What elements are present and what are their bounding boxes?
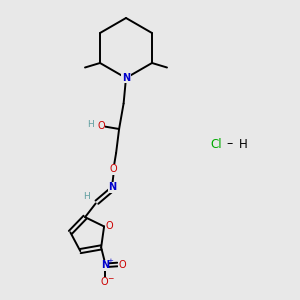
Text: O: O xyxy=(110,164,118,174)
Text: O: O xyxy=(119,260,127,269)
Text: O: O xyxy=(106,221,113,231)
Text: N: N xyxy=(108,182,116,192)
Text: O: O xyxy=(97,121,105,131)
Text: –: – xyxy=(226,137,232,151)
Text: H: H xyxy=(83,192,89,201)
Text: N: N xyxy=(122,73,130,83)
Text: H: H xyxy=(238,137,247,151)
Text: O: O xyxy=(101,277,109,287)
Text: Cl: Cl xyxy=(210,137,222,151)
Text: +: + xyxy=(107,258,113,264)
Text: −: − xyxy=(107,274,113,283)
Text: H: H xyxy=(87,120,94,129)
Text: N: N xyxy=(101,260,109,270)
